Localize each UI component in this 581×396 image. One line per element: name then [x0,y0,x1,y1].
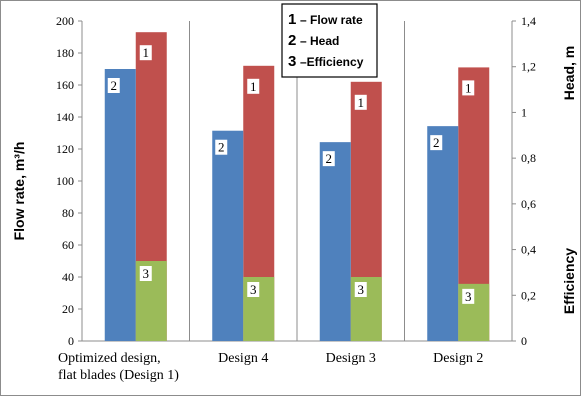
bar-label: 2 [433,135,440,150]
y-axis-title-left: Flow rate, m³/h [11,142,27,241]
x-tick-label: Design 4 [218,351,268,366]
y-tick-label-left: 60 [62,238,74,252]
bar-label: 2 [218,140,225,155]
bar-head [427,126,459,342]
legend-box [281,3,378,78]
bar-label-box [139,45,152,61]
y-tick-label-left: 200 [56,14,74,28]
x-tick-label: Design 2 [433,351,483,366]
y-tick-label-right: 1,2 [521,60,536,74]
legend-marker: 2 [288,32,296,49]
y-tick-label-left: 20 [62,302,74,316]
y-tick-label-right: 0,4 [521,243,536,257]
y-tick-label-left: 180 [56,46,74,60]
bar-label: 1 [465,80,472,95]
bar-label-box [354,94,367,110]
x-tick-label: flat blades (Design 1) [58,368,179,383]
y-tick-label-left: 100 [56,174,74,188]
bar-label-box [247,78,260,94]
y-tick-label-right: 0,6 [521,197,536,211]
bar-label-box [107,78,120,93]
bar-head [212,130,244,341]
bar-label: 2 [111,78,118,93]
x-tick-label: Design 3 [326,351,376,366]
legend-label: –Efficiency [300,55,364,69]
bar-label-box [322,151,335,167]
y-tick-label-left: 80 [62,206,74,220]
bar-label: 3 [250,282,257,297]
bar-label: 3 [358,282,365,297]
bar-label: 3 [465,289,472,304]
y-tick-label-right: 1 [521,105,527,119]
bar-label: 1 [143,45,150,60]
x-tick-label: Optimized design, [58,351,161,366]
bar-label-box [462,80,475,96]
bar-label-box [430,135,443,151]
bar-label-box [139,266,152,281]
y-tick-label-right: 0 [521,334,527,348]
y-tick-label-right: 0,2 [521,288,536,302]
legend-marker: 1 [288,11,296,28]
bar-label: 1 [250,79,257,94]
y-tick-label-left: 120 [56,142,74,156]
legend-label: – Head [300,34,339,48]
bar-label-box [215,139,228,155]
y-tick-label-left: 140 [56,110,74,124]
legend-marker: 3 [288,53,296,70]
y-tick-label-left: 40 [62,270,74,284]
bar-head [319,142,351,341]
bar-label: 2 [326,151,333,166]
y-tick-label-left: 0 [68,334,74,348]
y-tick-label-right: 1,4 [521,14,536,28]
legend-label: – Flow rate [300,13,363,27]
y-tick-label-right: 0,8 [521,151,536,165]
y-tick-label-left: 160 [56,78,74,92]
bar-label-box [247,282,260,297]
bar-head [104,69,136,341]
y-axis-title-right-top: Head, m [561,46,577,100]
bar-label-box [462,288,475,304]
bar-label: 1 [358,95,365,110]
bar-label: 3 [143,266,150,281]
bar-label-box [354,282,367,297]
y-axis-title-right-bottom: Efficiency [561,248,577,314]
